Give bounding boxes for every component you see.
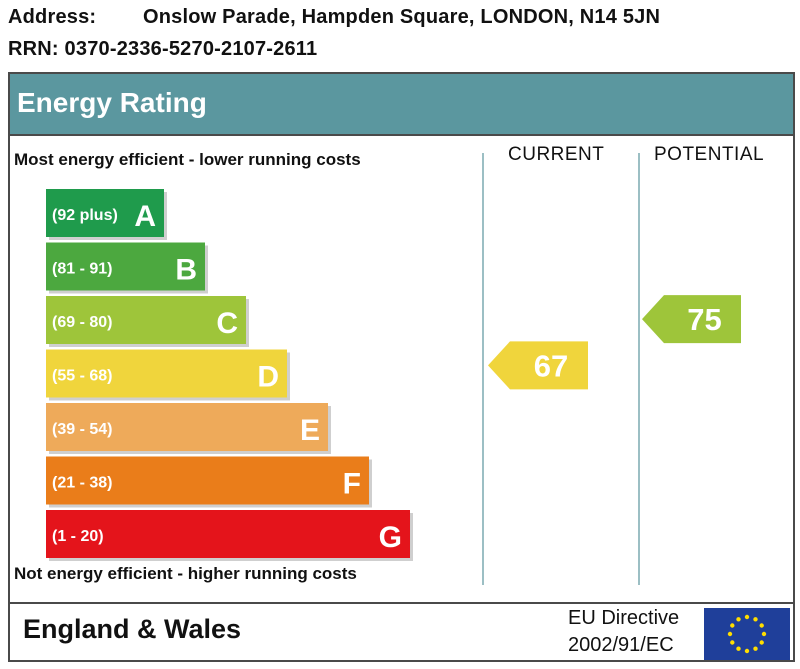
eu-directive: EU Directive 2002/91/EC — [568, 605, 679, 659]
eu-star-icon — [759, 640, 764, 645]
potential-rating-arrow — [642, 295, 741, 344]
eu-star-icon — [736, 646, 741, 651]
eu-directive-line2: 2002/91/EC — [568, 634, 674, 656]
band-letter-e: E — [300, 414, 320, 447]
eu-star-icon — [761, 631, 767, 637]
address-line: Address: Onslow Parade, Hampden Square, L… — [8, 6, 660, 29]
panel-title: Energy Rating — [17, 87, 207, 118]
eu-directive-line1: EU Directive — [568, 607, 680, 629]
band-bar-a — [46, 189, 164, 237]
band-range-d: (55 - 68) — [52, 368, 112, 385]
band-letter-b: B — [175, 254, 197, 287]
eu-star-icon — [753, 646, 758, 651]
eu-star-icon — [753, 617, 758, 622]
band-bar-d — [46, 349, 287, 398]
rrn-line: RRN: 0370-2336-5270-2107-2611 — [8, 38, 318, 60]
most-efficient-note: Most energy efficient - lower running co… — [14, 150, 361, 169]
current-column-header: CURRENT — [508, 144, 605, 165]
eu-star-icon — [727, 631, 733, 637]
current-rating-value: 67 — [534, 348, 568, 383]
band-bar-g — [46, 510, 410, 558]
band-bar-c — [46, 296, 246, 344]
band-range-b: (81 - 91) — [52, 261, 112, 278]
potential-column-header: POTENTIAL — [654, 144, 765, 165]
band-range-g: (1 - 20) — [52, 528, 104, 545]
eu-star-icon — [736, 617, 741, 622]
band-letter-d: D — [257, 361, 279, 394]
band-letter-a: A — [134, 200, 156, 233]
potential-column-divider — [638, 153, 640, 585]
address-value: Onslow Parade, Hampden Square, LONDON, N… — [143, 6, 661, 28]
band-range-a: (92 plus) — [52, 207, 118, 224]
eu-star-icon — [744, 614, 750, 620]
current-rating-arrow — [488, 341, 588, 390]
energy-chart: (92 plus) A (81 - 91) B (69 - 80) C (55 - 68) D… — [46, 189, 741, 561]
least-efficient-note: Not energy efficient - higher running co… — [14, 564, 357, 583]
band-range-c: (69 - 80) — [52, 314, 112, 331]
current-column-divider — [482, 153, 484, 585]
band-letter-c: C — [216, 307, 238, 340]
eu-star-icon — [759, 623, 764, 628]
eu-star-icon — [744, 648, 750, 654]
address-label: Address: — [8, 6, 97, 28]
band-bar-b — [46, 242, 205, 291]
band-range-f: (21 - 38) — [52, 475, 112, 492]
potential-rating-value: 75 — [687, 302, 721, 337]
eu-star-icon — [730, 640, 735, 645]
eu-star-icon — [730, 623, 735, 628]
band-letter-g: G — [379, 521, 402, 554]
band-letter-f: F — [343, 468, 361, 501]
band-range-e: (39 - 54) — [52, 421, 112, 438]
band-bar-e — [46, 403, 328, 451]
eu-flag-icon — [704, 608, 790, 660]
energy-rating-panel: Energy Rating Most energy efficient - lo… — [8, 72, 795, 662]
title-bar: Energy Rating — [10, 74, 793, 136]
band-bar-f — [46, 456, 369, 505]
footer-divider — [10, 602, 793, 604]
region-label: England & Wales — [23, 614, 242, 644]
